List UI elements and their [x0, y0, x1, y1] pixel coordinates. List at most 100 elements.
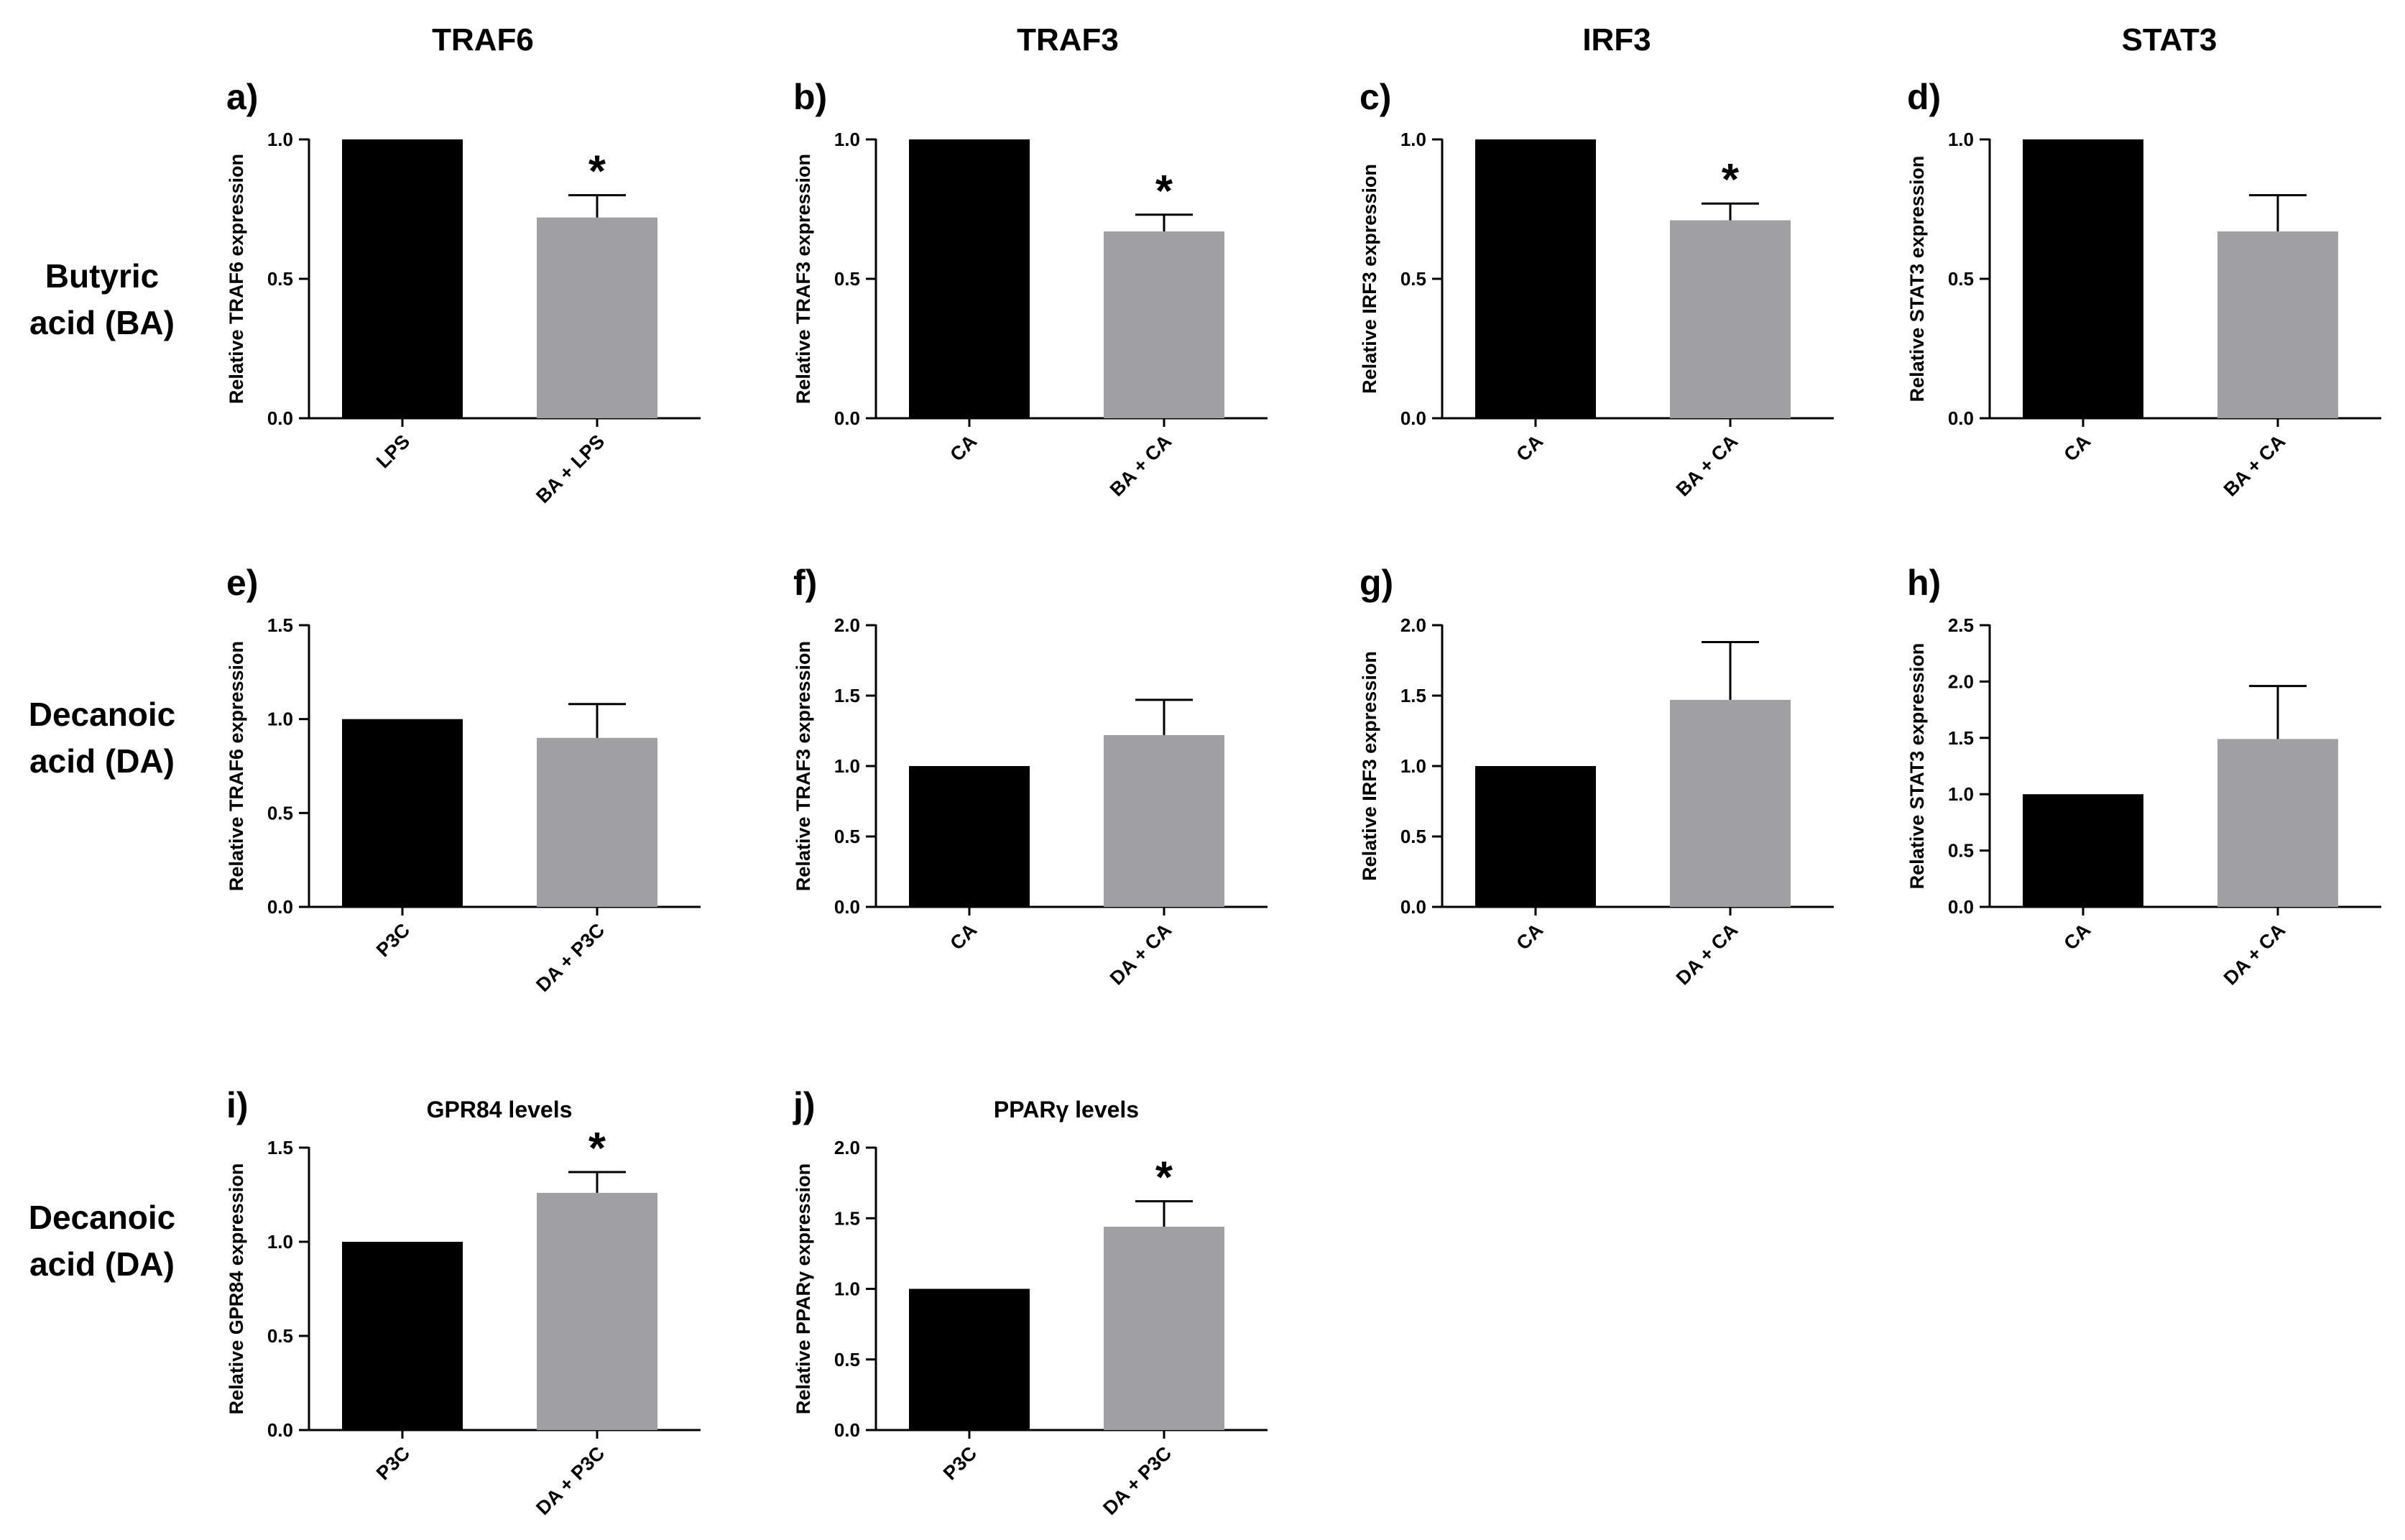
y-tick-label: 0.5: [1948, 840, 1974, 862]
y-axis-label: Relative PPARγ expression: [793, 1163, 814, 1414]
significance-mark: *: [1155, 1153, 1173, 1203]
x-tick-label: CA: [2059, 919, 2095, 954]
bar: [1104, 734, 1224, 907]
y-tick-label: 1.0: [267, 709, 293, 730]
y-tick-label: 0.5: [267, 1325, 293, 1347]
panel-letter: b): [793, 77, 827, 117]
panel-letter: e): [226, 563, 258, 603]
bar: [1670, 220, 1791, 418]
y-tick-label: 2.0: [834, 614, 860, 636]
y-tick-label: 0.0: [1400, 896, 1426, 918]
bar: [342, 139, 463, 418]
y-tick-label: 0.5: [1400, 826, 1426, 847]
bar: [537, 737, 657, 907]
x-tick-label: BA + CA: [2220, 430, 2289, 500]
row-label: acid (DA): [29, 1245, 175, 1283]
y-tick-label: 1.5: [267, 614, 293, 636]
y-tick-label: 1.0: [1948, 783, 1974, 805]
y-tick-label: 0.0: [1948, 407, 1974, 429]
x-tick-label: CA: [946, 919, 981, 954]
y-tick-label: 1.5: [1948, 727, 1974, 749]
panel-g: g) 0.0 0.5 1.0 1.5 2.0 Relative IRF3 expressio…: [1359, 563, 1834, 989]
y-tick-label: 2.0: [1400, 614, 1426, 636]
y-tick-label: 0.5: [267, 802, 293, 824]
panel-letter: c): [1360, 77, 1391, 117]
y-tick-label: 2.0: [834, 1137, 860, 1158]
chart-title: GPR84 levels: [427, 1097, 573, 1122]
bar: [909, 766, 1030, 907]
y-tick-label: 0.5: [834, 268, 860, 290]
y-tick-label: 0.0: [834, 407, 860, 429]
x-tick-label: DA + P3C: [1099, 1442, 1176, 1519]
x-tick-label: BA + CA: [1672, 430, 1742, 500]
bar: [1104, 231, 1224, 418]
column-header-stat3: STAT3: [2122, 22, 2217, 57]
panel-c: c) 0.0 0.5 1.0 Relative IRF3 expression CA * BA…: [1359, 77, 1834, 500]
panel-letter: f): [793, 563, 817, 603]
y-tick-label: 0.0: [267, 1419, 293, 1441]
x-tick-label: BA + CA: [1106, 430, 1176, 500]
y-axis-label: Relative IRF3 expression: [1359, 164, 1380, 394]
significance-mark: *: [1155, 167, 1173, 216]
x-tick-label: P3C: [939, 1442, 981, 1484]
row-label: Decanoic: [29, 696, 176, 733]
x-tick-label: BA + LPS: [532, 430, 609, 507]
panel-f: f) 0.0 0.5 1.0 1.5 2.0 Relative TRAF3 expressi…: [793, 563, 1268, 989]
row-label: Decanoic: [29, 1199, 176, 1236]
x-tick-label: CA: [1512, 430, 1547, 466]
bar: [909, 139, 1030, 418]
bar: [2217, 739, 2338, 907]
bar: [909, 1288, 1030, 1430]
significance-mark: *: [588, 147, 606, 197]
y-tick-label: 1.0: [1400, 129, 1426, 150]
significance-mark: *: [1722, 155, 1740, 205]
panel-a: a) 0.0 0.5 1.0 Relative TRAF6 expression LPS *…: [226, 77, 701, 507]
y-tick-label: 0.5: [1400, 268, 1426, 290]
y-tick-label: 0.5: [834, 826, 860, 847]
panel-letter: d): [1907, 77, 1941, 117]
panel-h: h) 0.0 0.5 1.0 1.5 2.0 2.5 Relative STAT3 expre…: [1906, 563, 2381, 989]
y-tick-label: 1.5: [834, 685, 860, 706]
y-tick-label: 0.0: [267, 407, 293, 429]
y-tick-label: 0.0: [834, 1419, 860, 1441]
y-tick-label: 1.0: [834, 1278, 860, 1300]
row-label: Butyric: [45, 257, 159, 295]
column-header-traf6: TRAF6: [432, 22, 534, 57]
x-tick-label: CA: [2059, 430, 2095, 466]
y-tick-label: 0.0: [1400, 407, 1426, 429]
significance-mark: *: [588, 1124, 606, 1174]
y-tick-label: 1.0: [834, 755, 860, 777]
y-tick-label: 0.0: [267, 896, 293, 918]
x-tick-label: DA + P3C: [532, 1442, 609, 1519]
panel-d: d) 0.0 0.5 1.0 Relative STAT3 expression CA BA…: [1906, 77, 2381, 500]
column-header-irf3: IRF3: [1582, 22, 1651, 57]
y-axis-label: Relative TRAF3 expression: [793, 641, 814, 891]
x-tick-label: DA + CA: [2220, 919, 2289, 989]
bar: [537, 217, 657, 418]
y-tick-label: 0.5: [1948, 268, 1974, 290]
bar: [2217, 231, 2338, 418]
y-tick-label: 1.0: [267, 129, 293, 150]
y-tick-label: 1.5: [1400, 685, 1426, 706]
panel-j: j) PPARγ levels 0.0 0.5 1.0 1.5 2.0 Relative PP…: [793, 1085, 1268, 1519]
x-tick-label: P3C: [372, 919, 414, 961]
x-tick-label: LPS: [372, 430, 414, 472]
y-tick-label: 1.5: [834, 1207, 860, 1229]
row-label: acid (BA): [29, 304, 175, 341]
x-tick-label: CA: [1512, 919, 1547, 954]
y-tick-label: 1.0: [267, 1231, 293, 1253]
bar: [342, 719, 463, 907]
y-tick-label: 0.0: [1948, 896, 1974, 918]
chart-title: PPARγ levels: [994, 1097, 1139, 1122]
x-tick-label: P3C: [372, 1442, 414, 1484]
y-tick-label: 1.5: [267, 1137, 293, 1158]
y-tick-label: 1.0: [1400, 755, 1426, 777]
y-axis-label: Relative STAT3 expression: [1906, 643, 1928, 890]
panel-e: e) 0.0 0.5 1.0 1.5 Relative TRAF6 expression P…: [226, 563, 701, 996]
y-axis-label: Relative TRAF3 expression: [793, 154, 814, 404]
y-tick-label: 0.5: [834, 1349, 860, 1370]
y-axis-label: Relative IRF3 expression: [1359, 651, 1380, 881]
y-tick-label: 1.0: [1948, 129, 1974, 150]
y-tick-label: 0.0: [834, 896, 860, 918]
